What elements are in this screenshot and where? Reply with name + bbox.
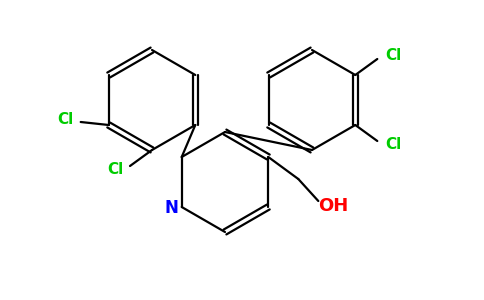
Text: Cl: Cl — [58, 112, 74, 127]
Text: Cl: Cl — [107, 161, 123, 176]
Text: OH: OH — [318, 197, 348, 215]
Text: Cl: Cl — [385, 49, 401, 64]
Text: N: N — [165, 199, 179, 217]
Text: Cl: Cl — [385, 136, 401, 152]
